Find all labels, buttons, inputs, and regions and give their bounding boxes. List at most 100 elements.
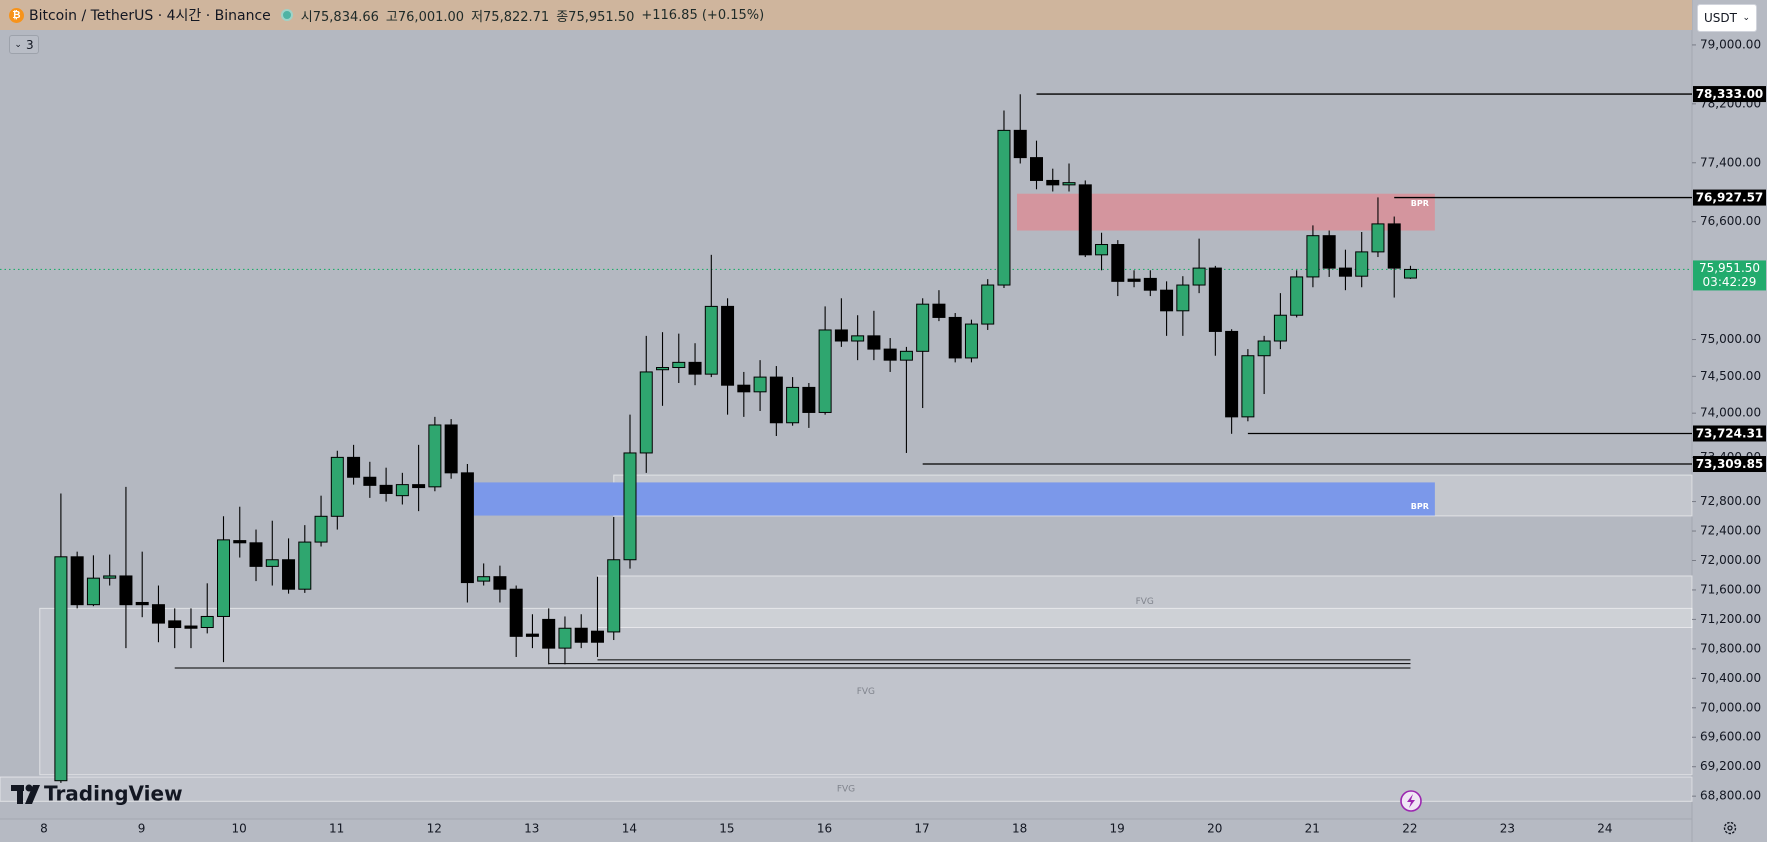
zone [39,607,1693,776]
y-tick-label: 70,000.00 [1700,700,1761,714]
x-tick-label: 9 [138,822,146,836]
candle-body [477,576,491,582]
candle-body [444,424,458,474]
candle-body [883,348,897,361]
y-tick-label: 70,400.00 [1700,671,1761,685]
candle-body [1127,278,1141,282]
candle-body [1111,244,1125,282]
x-tick-label: 20 [1207,822,1222,836]
logo-shape [25,785,40,804]
candle-body [1208,267,1222,332]
price-axis [1692,0,1767,842]
current-price-bg [1693,260,1766,291]
candle-body [818,329,832,413]
candle-body [558,627,572,649]
x-tick-label: 13 [524,822,539,836]
candle-body [1241,355,1255,418]
candle-body [1257,340,1271,357]
x-tick-label: 11 [329,822,344,836]
level-label-bg [1693,189,1766,206]
candle-body [656,367,670,371]
replay-button[interactable] [1400,790,1422,812]
plot-background [0,0,1692,819]
candle-body [851,335,865,342]
candle-body [347,456,361,478]
settings-button[interactable] [1723,821,1737,835]
level-label-bg [1693,425,1766,442]
candle-body [200,615,214,629]
level-label: 73,724.31 [1696,426,1764,440]
candle-body [916,303,930,352]
candle-body [590,630,604,643]
x-tick-label: 22 [1402,822,1417,836]
candle-body [688,361,702,375]
y-tick-label: 69,600.00 [1700,730,1761,744]
candle-body [769,376,783,424]
candle-body [151,604,165,624]
current-price-label: 75,951.50 [1699,261,1760,275]
ohlc-value: 76,001.00 [397,9,465,25]
level-label-bg [1693,86,1766,103]
candle-body [1322,235,1336,269]
y-tick-label: 75,000.00 [1700,332,1761,346]
candle-body [786,386,800,424]
candle-body [997,129,1011,286]
candle-body [737,384,751,393]
x-tick-label: 19 [1110,822,1125,836]
candle-body [1030,157,1043,181]
symbol-title: Bitcoin / TetherUS · 4시간 · Binance [29,8,271,24]
y-tick-label: 69,200.00 [1700,759,1761,773]
level-label: 73,309.85 [1696,457,1764,471]
y-tick-label: 79,000.00 [1700,37,1761,51]
candle-body [899,350,913,361]
y-tick-label: 72,000.00 [1700,553,1761,567]
candle-body [363,476,377,486]
candle-body [1046,179,1060,186]
candle-body [802,386,816,413]
indicator-count: 3 [25,37,34,52]
candle-body [1403,268,1417,279]
candle-body [249,542,263,567]
y-tick-label: 74,500.00 [1700,369,1761,383]
candle-body [1176,284,1190,312]
candle-body [298,541,312,590]
candle-body [314,515,328,543]
y-tick-label: 74,000.00 [1700,406,1761,420]
candle-body [1062,182,1076,186]
candle-body [607,559,621,633]
candle-body [1160,289,1174,312]
y-tick-label: 77,400.00 [1700,155,1761,169]
candle-body [1192,267,1206,286]
candle-body [1078,184,1092,256]
watermark: TradingView [44,782,183,806]
currency-select[interactable]: USDT ⌄ [1697,4,1757,32]
candle-body [184,625,198,629]
zone-label: FVG [857,687,875,697]
indicator-toggle[interactable]: ⌄ 3 [9,35,39,54]
zone-label: BPR [1411,502,1429,511]
x-tick-label: 18 [1012,822,1027,836]
candle-body [103,575,117,579]
candle-body [639,371,653,454]
x-tick-label: 8 [40,822,48,836]
ohlc-label: 고 [385,9,398,25]
candle-body [574,627,588,643]
candle-body [493,576,507,590]
x-tick-label: 15 [719,822,734,836]
logo-shape [17,785,23,804]
ohlc: 시75,834.66 [301,6,379,25]
candle-body [542,618,556,649]
icon [1407,794,1415,808]
candle-body [168,620,182,629]
ohlc: 종75,951.50 [556,6,634,25]
x-tick-label: 24 [1597,822,1612,836]
candle-body [135,601,149,606]
y-tick-label: 68,800.00 [1700,789,1761,803]
y-tick-label: 76,600.00 [1700,214,1761,228]
candle-body [428,424,442,488]
y-tick-label: 70,800.00 [1700,641,1761,655]
symbol-header: ₿ Bitcoin / TetherUS · 4시간 · Binance 시75… [0,0,1692,30]
candle-body [509,588,523,637]
candle-body [1290,276,1304,316]
